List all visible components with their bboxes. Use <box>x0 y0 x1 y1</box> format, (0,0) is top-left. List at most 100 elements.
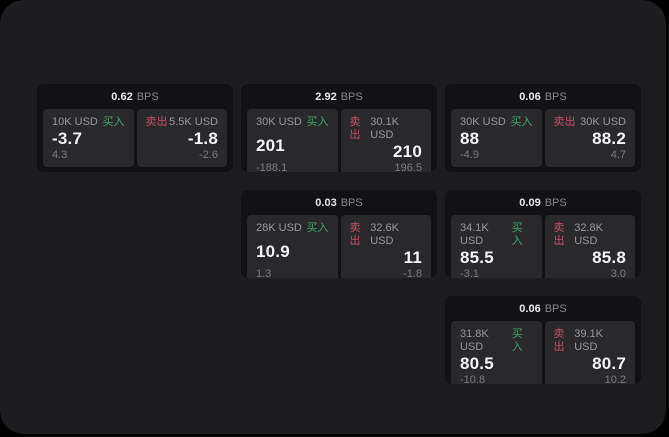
sell-amount-label: 32.8K USD <box>574 222 603 247</box>
sell-change: 196.5 <box>394 162 422 172</box>
sell-amount-label: 5.5K USD <box>169 116 218 128</box>
spread-value: 0.06 <box>519 302 541 315</box>
sell-tile-top: 卖出 39.1K USD <box>554 328 627 354</box>
sell-price: 11 <box>403 248 422 267</box>
quote-tiles: 28K USD 买入 10.9 1.3 卖出 32.6K USD 11 -1.8 <box>241 215 437 278</box>
buy-tile[interactable]: 34.1K USD 买入 85.5 -3.1 <box>451 215 542 278</box>
buy-change: 4.3 <box>52 149 68 161</box>
buy-tile[interactable]: 30K USD 买入 201 -188.1 <box>247 109 338 172</box>
sell-tile[interactable]: 卖出 32.6K USD 11 -1.8 <box>340 215 431 278</box>
buy-amount-label: 30K USD <box>256 116 302 128</box>
sell-tile[interactable]: 卖出 30.1K USD 210 196.5 <box>340 109 431 172</box>
buy-price: 10.9 <box>256 241 290 261</box>
sell-price: 88.2 <box>592 129 626 148</box>
sell-change: 4.7 <box>610 149 626 161</box>
sell-price: -1.8 <box>187 129 218 148</box>
quote-tiles: 10K USD 买入 -3.7 4.3 卖出 5.5K USD -1.8 -2.… <box>37 109 233 172</box>
buy-amount-label: 28K USD <box>256 222 302 234</box>
sell-amount-label: 30.1K USD <box>370 116 399 141</box>
spread-unit-label: BPS <box>544 90 567 103</box>
quote-grid: 0.62 BPS 10K USD 买入 -3.7 4.3 卖出 5.5K USD… <box>37 84 641 384</box>
sell-button-label[interactable]: 卖出 <box>553 328 565 353</box>
buy-tile[interactable]: 28K USD 买入 10.9 1.3 <box>247 215 338 278</box>
sell-button-label[interactable]: 卖出 <box>553 116 576 128</box>
quote-tiles: 31.8K USD 买入 80.5 -10.8 卖出 39.1K USD 80.… <box>445 321 641 384</box>
buy-price: 85.5 <box>460 248 494 267</box>
spread-header: 0.62 BPS <box>37 84 233 109</box>
buy-price: 80.5 <box>460 354 494 373</box>
sell-price: 210 <box>393 142 422 161</box>
spread-header: 0.06 BPS <box>445 84 641 109</box>
quote-card: 0.06 BPS 30K USD 买入 88 -4.9 卖出 30K USD 8… <box>445 84 641 172</box>
buy-change: -188.1 <box>256 162 288 172</box>
buy-tile[interactable]: 10K USD 买入 -3.7 4.3 <box>43 109 134 167</box>
sell-button-label[interactable]: 卖出 <box>349 222 361 247</box>
sell-tile-top: 卖出 5.5K USD <box>146 116 219 129</box>
buy-change: -3.1 <box>460 268 479 278</box>
buy-price: 88 <box>460 129 480 148</box>
spread-value: 2.92 <box>315 90 337 103</box>
sell-tile-top: 卖出 30K USD <box>554 116 627 129</box>
buy-tile-top: 31.8K USD 买入 <box>460 328 533 354</box>
sell-amount-label: 30K USD <box>580 116 626 128</box>
spread-value: 0.03 <box>315 196 337 209</box>
buy-change: -10.8 <box>460 374 486 384</box>
spread-value: 0.09 <box>519 196 541 209</box>
spread-header: 0.09 BPS <box>445 190 641 215</box>
buy-button-label[interactable]: 买入 <box>511 222 523 247</box>
sell-change: 10.2 <box>604 374 626 384</box>
buy-tile-top: 30K USD 买入 <box>460 116 533 129</box>
buy-price: 201 <box>256 135 285 155</box>
buy-tile-top: 28K USD 买入 <box>256 222 329 235</box>
sell-price: 85.8 <box>592 248 626 267</box>
spread-unit-label: BPS <box>340 196 363 209</box>
sell-tile-top: 卖出 32.6K USD <box>350 222 423 248</box>
spread-unit-label: BPS <box>340 90 363 103</box>
sell-change: -2.6 <box>199 149 218 161</box>
quote-card: 2.92 BPS 30K USD 买入 201 -188.1 卖出 30.1K … <box>241 84 437 172</box>
quote-card: 0.06 BPS 31.8K USD 买入 80.5 -10.8 卖出 39.1… <box>445 296 641 384</box>
buy-price: -3.7 <box>52 129 83 148</box>
quote-tiles: 34.1K USD 买入 85.5 -3.1 卖出 32.8K USD 85.8… <box>445 215 641 278</box>
sell-amount-label: 32.6K USD <box>370 222 399 247</box>
sell-tile[interactable]: 卖出 30K USD 88.2 4.7 <box>544 109 635 167</box>
spread-header: 0.03 BPS <box>241 190 437 215</box>
buy-button-label[interactable]: 买入 <box>102 116 125 128</box>
buy-tile-top: 10K USD 买入 <box>52 116 125 129</box>
buy-tile[interactable]: 31.8K USD 买入 80.5 -10.8 <box>451 321 542 384</box>
sell-tile[interactable]: 卖出 32.8K USD 85.8 3.0 <box>544 215 635 278</box>
buy-amount-label: 30K USD <box>460 116 506 128</box>
sell-change: -1.8 <box>403 268 422 278</box>
buy-amount-label: 10K USD <box>52 116 98 128</box>
buy-button-label[interactable]: 买入 <box>306 222 329 234</box>
sell-tile-top: 卖出 30.1K USD <box>350 116 423 142</box>
buy-amount-label: 34.1K USD <box>460 222 489 247</box>
buy-button-label[interactable]: 买入 <box>511 328 523 353</box>
sell-button-label[interactable]: 卖出 <box>553 222 565 247</box>
buy-change: 1.3 <box>256 268 272 278</box>
spread-header: 0.06 BPS <box>445 296 641 321</box>
sell-tile[interactable]: 卖出 5.5K USD -1.8 -2.6 <box>136 109 227 167</box>
spread-value: 0.62 <box>111 90 133 103</box>
sell-tile[interactable]: 卖出 39.1K USD 80.7 10.2 <box>544 321 635 384</box>
quote-card: 0.62 BPS 10K USD 买入 -3.7 4.3 卖出 5.5K USD… <box>37 84 233 172</box>
buy-tile-top: 30K USD 买入 <box>256 116 329 129</box>
spread-unit-label: BPS <box>136 90 159 103</box>
buy-amount-label: 31.8K USD <box>460 328 489 353</box>
quote-card: 0.09 BPS 34.1K USD 买入 85.5 -3.1 卖出 32.8K… <box>445 190 641 278</box>
quote-card: 0.03 BPS 28K USD 买入 10.9 1.3 卖出 32.6K US… <box>241 190 437 278</box>
sell-change: 3.0 <box>610 268 626 278</box>
sell-button-label[interactable]: 卖出 <box>145 116 168 128</box>
buy-tile[interactable]: 30K USD 买入 88 -4.9 <box>451 109 542 167</box>
buy-button-label[interactable]: 买入 <box>306 116 329 128</box>
quote-tiles: 30K USD 买入 88 -4.9 卖出 30K USD 88.2 4.7 <box>445 109 641 172</box>
quote-tiles: 30K USD 买入 201 -188.1 卖出 30.1K USD 210 1… <box>241 109 437 172</box>
sell-tile-top: 卖出 32.8K USD <box>554 222 627 248</box>
buy-button-label[interactable]: 买入 <box>510 116 533 128</box>
sell-price: 80.7 <box>592 354 626 373</box>
spread-unit-label: BPS <box>544 196 567 209</box>
sell-button-label[interactable]: 卖出 <box>349 116 361 141</box>
spread-unit-label: BPS <box>544 302 567 315</box>
spread-header: 2.92 BPS <box>241 84 437 109</box>
